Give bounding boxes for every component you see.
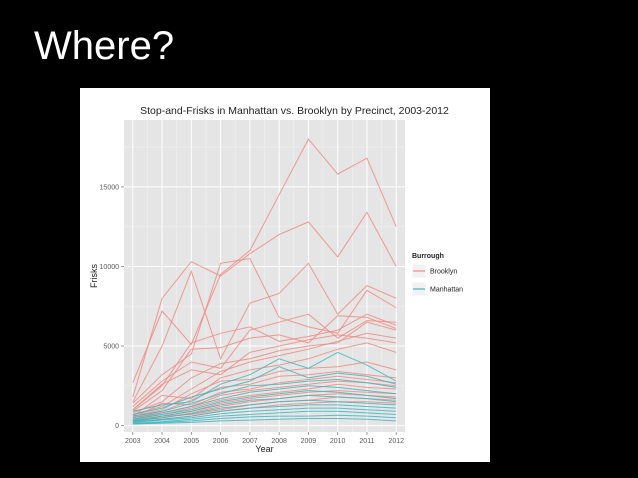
series-line-brooklyn — [132, 361, 397, 417]
series-line-brooklyn — [132, 138, 397, 383]
line-chart: Stop-and-Frisks in Manhattan vs. Brookly… — [89, 105, 463, 454]
legend-title: Burrough — [412, 253, 444, 260]
x-axis-ticks: 2003 2004 2005 2006 2007 2008 2009 2010 2011 2012 — [125, 432, 404, 445]
series-line-brooklyn — [132, 332, 397, 415]
y-axis-ticks: 0 5000 10000 15000 — [100, 184, 124, 430]
chart-title: Stop-and-Frisks in Manhattan vs. Brookly… — [140, 105, 449, 117]
x-axis-title: Year — [255, 444, 273, 454]
legend: Burrough Brooklyn Manhattan — [411, 253, 463, 297]
legend-label-manhattan: Manhattan — [430, 287, 463, 294]
y-tick-label: 10000 — [100, 264, 120, 271]
series-line-manhattan — [132, 399, 397, 422]
x-tick-label: 2010 — [330, 438, 346, 445]
series-line-manhattan — [132, 404, 397, 423]
series-line-manhattan — [132, 414, 397, 425]
x-tick-label: 2004 — [154, 438, 170, 445]
series-line-brooklyn — [132, 383, 397, 420]
series-line-brooklyn — [132, 370, 397, 419]
series-line-brooklyn — [132, 262, 397, 403]
series-line-brooklyn — [132, 321, 397, 414]
series-line-brooklyn — [132, 334, 397, 411]
series-line-brooklyn — [132, 313, 397, 411]
x-tick-label: 2006 — [213, 438, 229, 445]
series-line-manhattan — [132, 378, 397, 417]
x-tick-label: 2008 — [271, 438, 287, 445]
x-tick-label: 2009 — [301, 438, 317, 445]
series-lines — [132, 138, 397, 425]
series-line-brooklyn — [132, 313, 397, 407]
series-line-brooklyn — [132, 211, 397, 398]
series-line-manhattan — [132, 418, 397, 425]
legend-entries: Brooklyn Manhattan — [411, 263, 463, 297]
y-tick-label: 15000 — [100, 184, 120, 191]
series-line-brooklyn — [132, 342, 397, 417]
x-tick-label: 2012 — [388, 438, 404, 445]
x-tick-label: 2005 — [184, 438, 200, 445]
slide-title: Where? — [34, 24, 175, 68]
series-line-manhattan — [132, 394, 397, 421]
y-tick-label: 0 — [115, 423, 119, 430]
legend-label-brooklyn: Brooklyn — [430, 269, 457, 276]
x-tick-label: 2011 — [359, 438, 374, 445]
series-line-manhattan — [132, 366, 397, 415]
x-tick-label: 2003 — [125, 438, 141, 445]
chart-card: Stop-and-Frisks in Manhattan vs. Brookly… — [80, 88, 490, 462]
series-line-manhattan — [132, 410, 397, 424]
series-line-manhattan — [132, 390, 397, 420]
series-line-manhattan — [132, 351, 397, 412]
x-tick-label: 2007 — [242, 438, 258, 445]
series-line-brooklyn — [132, 315, 397, 412]
series-line-brooklyn — [132, 375, 397, 419]
y-axis-title: Frisks — [89, 264, 99, 288]
series-line-manhattan — [132, 385, 397, 419]
y-tick-label: 5000 — [103, 344, 119, 351]
series-line-manhattan — [132, 407, 397, 423]
